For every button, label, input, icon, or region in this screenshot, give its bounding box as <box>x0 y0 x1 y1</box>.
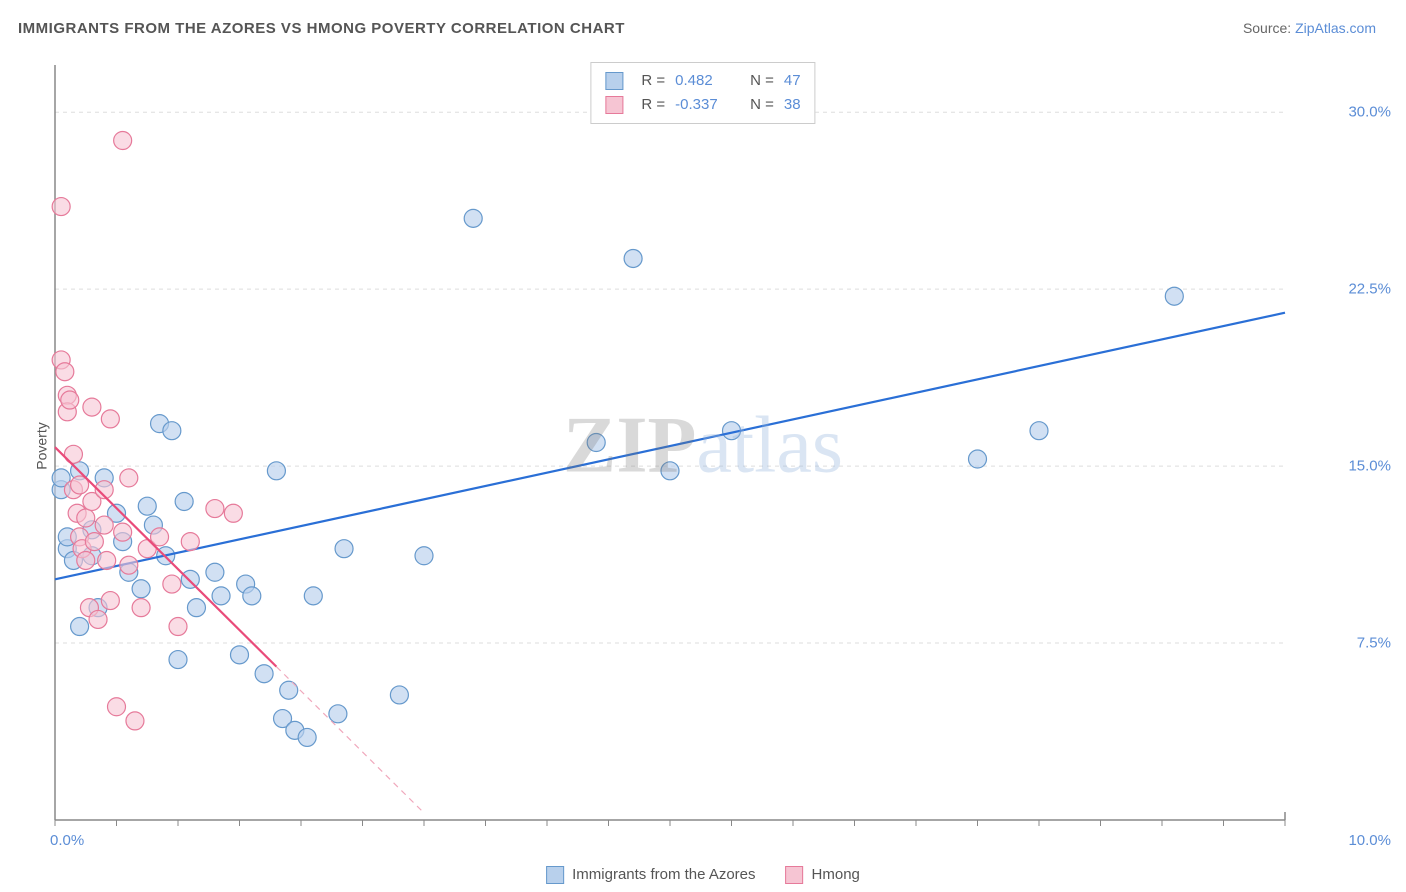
source-label: Source: <box>1243 20 1291 36</box>
r-value: -0.337 <box>675 93 730 117</box>
correlation-legend: R = 0.482 N = 47 R = -0.337 N = 38 <box>590 62 815 124</box>
n-value: 47 <box>784 69 801 93</box>
r-value: 0.482 <box>675 69 730 93</box>
source-attribution: Source: ZipAtlas.com <box>1243 20 1376 36</box>
correlation-legend-row: R = -0.337 N = 38 <box>605 93 800 117</box>
y-tick-label: 22.5% <box>1348 281 1391 298</box>
legend-item: Hmong <box>786 866 860 884</box>
legend-swatch <box>605 72 623 90</box>
y-tick-label: 7.5% <box>1357 635 1391 652</box>
n-label: N = <box>750 93 774 117</box>
legend-swatch <box>605 96 623 114</box>
n-value: 38 <box>784 93 801 117</box>
source-value: ZipAtlas.com <box>1295 20 1376 36</box>
y-tick-label: 30.0% <box>1348 104 1391 121</box>
series-legend: Immigrants from the Azores Hmong <box>546 866 860 884</box>
x-tick-label: 0.0% <box>50 832 84 849</box>
x-tick-label: 10.0% <box>1348 832 1391 849</box>
legend-label: Hmong <box>812 866 860 883</box>
y-tick-label: 15.0% <box>1348 458 1391 475</box>
chart-title: IMMIGRANTS FROM THE AZORES VS HMONG POVE… <box>18 20 625 37</box>
r-label: R = <box>641 69 665 93</box>
r-label: R = <box>641 93 665 117</box>
y-axis-label: Poverty <box>34 422 50 469</box>
legend-swatch <box>546 866 564 884</box>
legend-swatch <box>786 866 804 884</box>
legend-label: Immigrants from the Azores <box>572 866 755 883</box>
legend-item: Immigrants from the Azores <box>546 866 755 884</box>
correlation-legend-row: R = 0.482 N = 47 <box>605 69 800 93</box>
scatter-plot <box>50 60 1290 830</box>
n-label: N = <box>750 69 774 93</box>
chart-container: IMMIGRANTS FROM THE AZORES VS HMONG POVE… <box>0 0 1406 892</box>
